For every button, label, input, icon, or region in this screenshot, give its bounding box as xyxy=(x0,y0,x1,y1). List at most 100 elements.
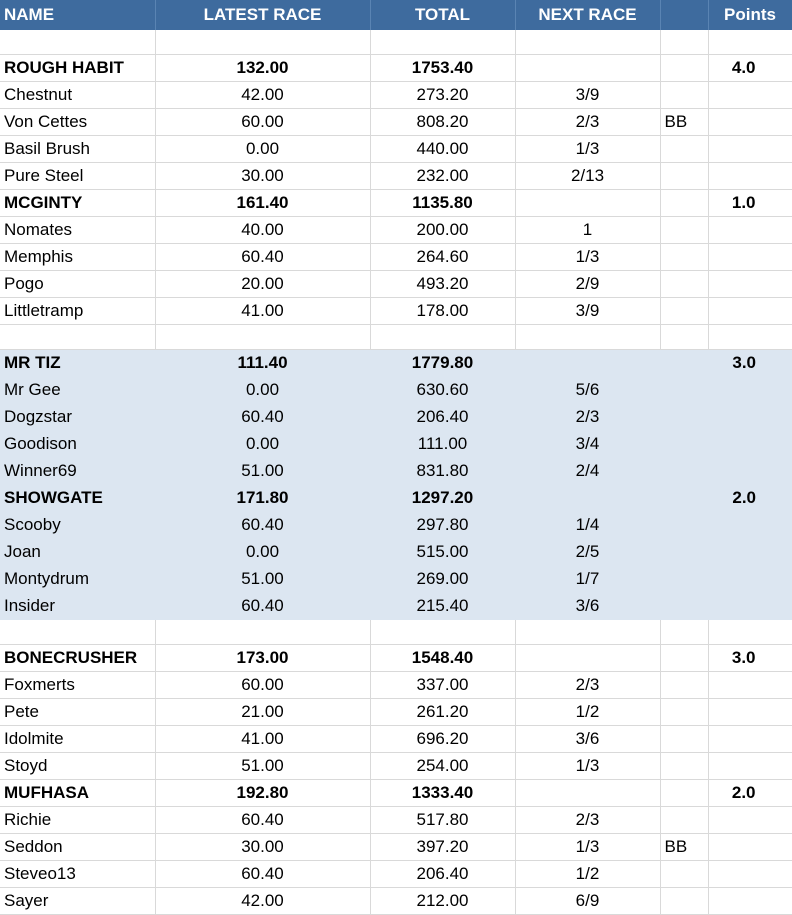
table-body: ROUGH HABIT 132.00 1753.40 4.0 Chestnut 42.00… xyxy=(0,30,792,915)
player-row: Idolmite 41.00 696.20 3/6 xyxy=(0,725,792,753)
cell-next-race: 1/7 xyxy=(515,565,661,593)
cell-next-race: 2/3 xyxy=(515,403,661,431)
cell-next-race: 2/5 xyxy=(515,538,661,566)
cell-latest-race: 173.00 xyxy=(155,644,371,672)
player-row: Joan 0.00 515.00 2/5 xyxy=(0,538,792,566)
cell-total xyxy=(370,619,516,645)
cell-points xyxy=(708,81,792,109)
cell-latest-race: 161.40 xyxy=(155,189,371,217)
cell-extra xyxy=(660,270,709,298)
cell-total: 517.80 xyxy=(370,806,516,834)
cell-points xyxy=(708,833,792,861)
cell-extra xyxy=(660,592,709,620)
cell-points xyxy=(708,887,792,915)
cell-extra xyxy=(660,135,709,163)
cell-next-race: 2/13 xyxy=(515,162,661,190)
cell-points: 2.0 xyxy=(708,779,792,807)
cell-extra xyxy=(660,511,709,539)
player-row: Pure Steel 30.00 232.00 2/13 xyxy=(0,162,792,190)
cell-next-race xyxy=(515,779,661,807)
header-name: NAME xyxy=(0,0,156,30)
cell-latest-race: 111.40 xyxy=(155,349,371,377)
cell-total: 269.00 xyxy=(370,565,516,593)
cell-total: 297.80 xyxy=(370,511,516,539)
cell-name xyxy=(0,619,156,645)
cell-next-race: 1/4 xyxy=(515,511,661,539)
cell-total: 1135.80 xyxy=(370,189,516,217)
cell-next-race: 2/3 xyxy=(515,806,661,834)
cell-total: 200.00 xyxy=(370,216,516,244)
cell-latest-race: 41.00 xyxy=(155,725,371,753)
cell-next-race: 1 xyxy=(515,216,661,244)
player-row: Winner69 51.00 831.80 2/4 xyxy=(0,457,792,485)
cell-extra xyxy=(660,484,709,512)
cell-points: 2.0 xyxy=(708,484,792,512)
cell-total: 337.00 xyxy=(370,671,516,699)
player-row: Pete 21.00 261.20 1/2 xyxy=(0,698,792,726)
cell-latest-race: 40.00 xyxy=(155,216,371,244)
cell-total: 440.00 xyxy=(370,135,516,163)
cell-extra xyxy=(660,349,709,377)
cell-next-race: 3/9 xyxy=(515,297,661,325)
cell-latest-race: 0.00 xyxy=(155,376,371,404)
cell-latest-race: 30.00 xyxy=(155,833,371,861)
cell-extra xyxy=(660,671,709,699)
cell-extra xyxy=(660,216,709,244)
cell-total: 264.60 xyxy=(370,243,516,271)
cell-name: Littletramp xyxy=(0,297,156,325)
header-points: Points xyxy=(708,0,792,30)
cell-latest-race: 41.00 xyxy=(155,297,371,325)
cell-name: Joan xyxy=(0,538,156,566)
cell-next-race: 1/2 xyxy=(515,860,661,888)
cell-name: Winner69 xyxy=(0,457,156,485)
cell-total: 261.20 xyxy=(370,698,516,726)
cell-latest-race: 20.00 xyxy=(155,270,371,298)
header-extra xyxy=(660,0,709,30)
player-row: Steveo13 60.40 206.40 1/2 xyxy=(0,860,792,888)
cell-total: 212.00 xyxy=(370,887,516,915)
cell-name: Basil Brush xyxy=(0,135,156,163)
spacer-row xyxy=(0,324,792,350)
cell-total: 273.20 xyxy=(370,81,516,109)
cell-latest-race: 60.00 xyxy=(155,108,371,136)
cell-points xyxy=(708,108,792,136)
cell-total: 215.40 xyxy=(370,592,516,620)
cell-points xyxy=(708,592,792,620)
cell-total: 1333.40 xyxy=(370,779,516,807)
cell-points xyxy=(708,270,792,298)
cell-points xyxy=(708,376,792,404)
cell-total: 1753.40 xyxy=(370,54,516,82)
player-row: Pogo 20.00 493.20 2/9 xyxy=(0,270,792,298)
cell-points: 3.0 xyxy=(708,349,792,377)
cell-extra xyxy=(660,806,709,834)
cell-points: 1.0 xyxy=(708,189,792,217)
cell-extra xyxy=(660,297,709,325)
cell-next-race xyxy=(515,189,661,217)
header-total: TOTAL xyxy=(370,0,516,30)
cell-name: Pure Steel xyxy=(0,162,156,190)
cell-total: 232.00 xyxy=(370,162,516,190)
cell-latest-race: 42.00 xyxy=(155,887,371,915)
cell-name: Montydrum xyxy=(0,565,156,593)
cell-next-race xyxy=(515,619,661,645)
cell-next-race xyxy=(515,54,661,82)
cell-name xyxy=(0,30,156,55)
cell-extra xyxy=(660,538,709,566)
cell-latest-race xyxy=(155,324,371,350)
cell-next-race: 2/9 xyxy=(515,270,661,298)
cell-name: Memphis xyxy=(0,243,156,271)
cell-next-race: 3/9 xyxy=(515,81,661,109)
cell-latest-race: 51.00 xyxy=(155,565,371,593)
cell-extra xyxy=(660,644,709,672)
cell-next-race: 1/2 xyxy=(515,698,661,726)
cell-latest-race: 192.80 xyxy=(155,779,371,807)
team-row: MCGINTY 161.40 1135.80 1.0 xyxy=(0,189,792,217)
cell-name: Foxmerts xyxy=(0,671,156,699)
cell-name: MR TIZ xyxy=(0,349,156,377)
cell-total: 111.00 xyxy=(370,430,516,458)
cell-total xyxy=(370,30,516,55)
cell-points xyxy=(708,538,792,566)
cell-next-race: 1/3 xyxy=(515,752,661,780)
cell-name: MCGINTY xyxy=(0,189,156,217)
cell-points xyxy=(708,511,792,539)
